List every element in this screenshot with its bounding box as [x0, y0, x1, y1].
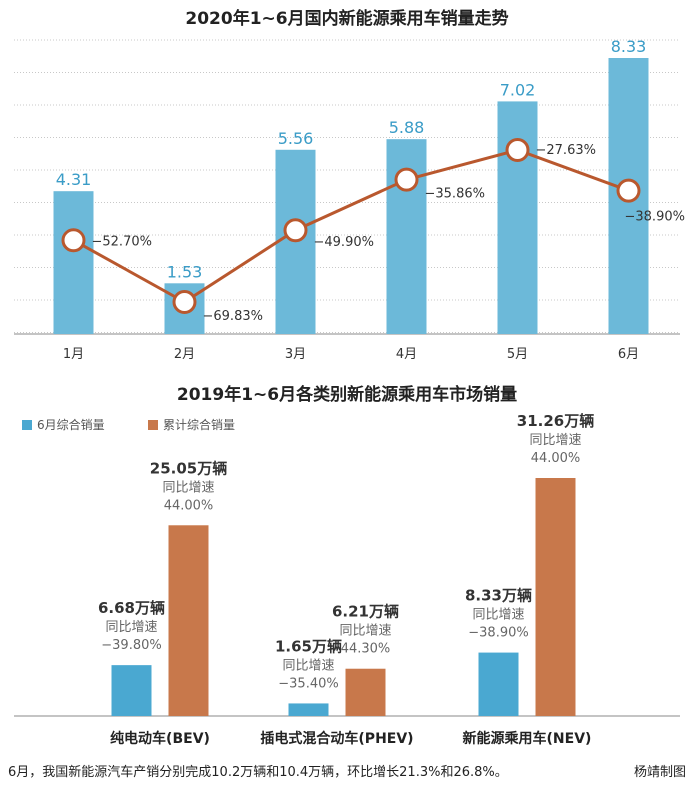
- bar-cumulative: [168, 525, 209, 716]
- growth-polyline: [72, 148, 630, 304]
- chart2-labels: 6.68万辆同比增速−39.80%25.05万辆同比增速44.00%纯电动车(B…: [98, 412, 594, 747]
- growth-value: −39.80%: [101, 638, 161, 653]
- growth-title: 同比增速: [162, 480, 214, 495]
- category-label: 新能源乘用车(NEV): [463, 730, 592, 747]
- growth-title: 同比增速: [529, 433, 581, 448]
- bar-cumulative: [535, 478, 576, 716]
- growth-value: −35.40%: [278, 676, 338, 691]
- chart2-bars: [14, 478, 680, 717]
- growth-point: [616, 178, 641, 203]
- bar-1: [53, 191, 94, 334]
- growth-label: −27.63%: [536, 143, 596, 158]
- bar-5: [497, 101, 538, 334]
- growth-label: −49.90%: [314, 235, 374, 250]
- bar-value-label: 1.65万辆: [275, 637, 342, 655]
- chart2-legend: 6月综合销量 累计综合销量: [22, 417, 235, 432]
- chart1: 2020年1~6月国内新能源乘用车销量走势 4.31 1月 1.53 2月 5.56 3月…: [14, 8, 685, 362]
- chart1-growth-line: [61, 138, 641, 314]
- growth-title: 同比增速: [105, 620, 157, 635]
- legend-label-cumulative: 累计综合销量: [163, 417, 235, 432]
- growth-value: 44.00%: [531, 451, 581, 466]
- chart1-gridlines: [14, 39, 680, 335]
- bar-value-label: 5.88: [389, 118, 425, 137]
- bar-value-label: 5.56: [278, 129, 314, 148]
- growth-point: [505, 138, 530, 162]
- month-tick-label: 1月: [63, 347, 84, 362]
- bar-value-label: 31.26万辆: [517, 412, 594, 430]
- growth-label: −35.86%: [425, 187, 485, 202]
- month-tick-label: 3月: [285, 347, 306, 362]
- growth-label: −52.70%: [92, 234, 152, 249]
- legend-swatch-june: [22, 420, 32, 430]
- chart1-title: 2020年1~6月国内新能源乘用车销量走势: [185, 8, 508, 29]
- growth-title: 同比增速: [472, 608, 524, 623]
- category-label: 插电式混合动车(PHEV): [260, 730, 413, 747]
- bar-value-label: 8.33万辆: [465, 587, 532, 605]
- chart2-title: 2019年1~6月各类别新能源乘用车市场销量: [177, 384, 517, 405]
- chart1-labels: 4.31 1月 1.53 2月 5.56 3月 5.88 4月 7.02 5月 8.33 6月 −52.…: [56, 37, 685, 362]
- legend-swatch-cumulative: [148, 420, 158, 430]
- month-tick-label: 4月: [396, 347, 417, 362]
- chart2: 2019年1~6月各类别新能源乘用车市场销量 6月综合销量 累计综合销量 6.6…: [14, 384, 680, 747]
- growth-label: −38.90%: [625, 210, 685, 225]
- bar-june: [288, 703, 329, 716]
- credit: 杨靖制图: [634, 765, 686, 780]
- growth-title: 同比增速: [339, 624, 391, 639]
- bar-value-label: 7.02: [500, 80, 536, 99]
- growth-point: [394, 167, 419, 192]
- month-tick-label: 2月: [174, 347, 195, 362]
- growth-value: 44.00%: [164, 498, 214, 513]
- growth-point: [61, 228, 86, 253]
- bar-value-label: 8.33: [611, 37, 647, 56]
- bar-june: [111, 665, 152, 716]
- growth-value: −38.90%: [468, 626, 528, 641]
- caption: 6月，我国新能源汽车产销分别完成10.2万辆和10.4万辆，环比增长21.3%和…: [8, 764, 508, 780]
- growth-label: −69.83%: [203, 309, 263, 324]
- bar-june: [478, 652, 519, 716]
- month-tick-label: 6月: [618, 347, 639, 362]
- bar-value-label: 25.05万辆: [150, 459, 227, 477]
- growth-point: [172, 290, 197, 314]
- bar-value-label: 1.53: [167, 262, 203, 281]
- bar-cumulative: [345, 668, 386, 716]
- bar-value-label: 4.31: [56, 170, 92, 189]
- category-label: 纯电动车(BEV): [110, 730, 210, 747]
- growth-title: 同比增速: [282, 658, 334, 673]
- chart1-bars: [53, 58, 649, 334]
- bar-value-label: 6.68万辆: [98, 599, 165, 617]
- growth-point: [283, 218, 308, 243]
- growth-value: 44.30%: [341, 642, 391, 657]
- legend-label-june: 6月综合销量: [37, 417, 105, 432]
- bar-value-label: 6.21万辆: [332, 603, 399, 621]
- month-tick-label: 5月: [507, 347, 528, 362]
